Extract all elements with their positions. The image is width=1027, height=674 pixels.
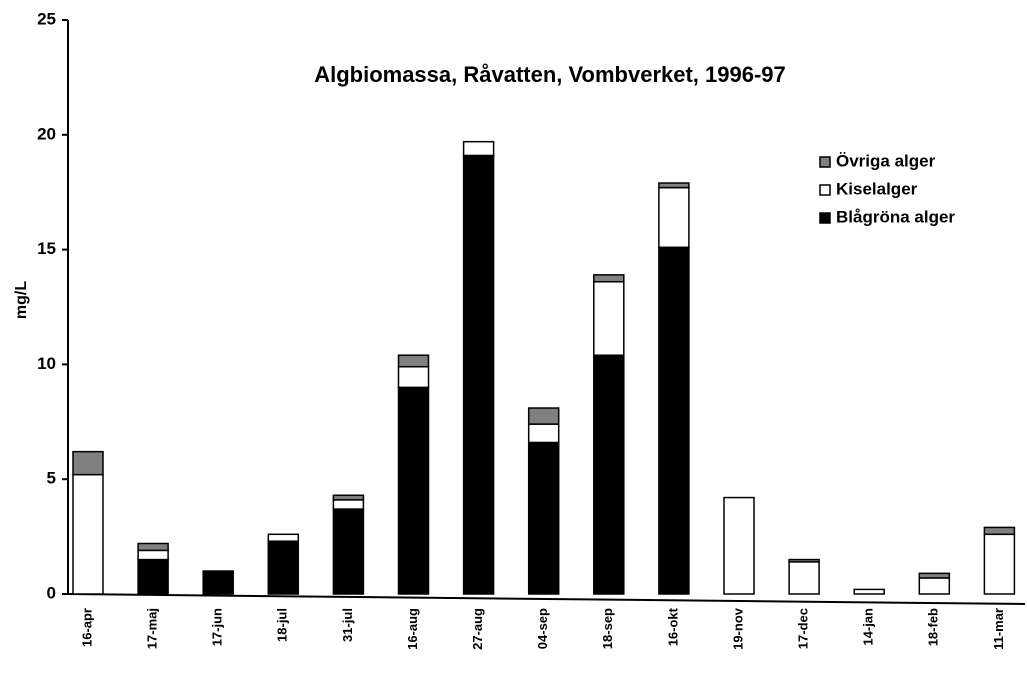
legend-swatch xyxy=(819,156,831,168)
bar-segment xyxy=(983,533,1016,595)
legend-label: Övriga alger xyxy=(836,151,936,170)
x-tick-label: 17-dec xyxy=(796,608,811,649)
x-tick-label: 16-okt xyxy=(665,607,680,646)
bar-segment xyxy=(137,558,169,595)
bar-segment xyxy=(853,588,885,595)
bar-segment xyxy=(593,274,625,283)
bar-segment xyxy=(72,450,104,476)
bar-segment xyxy=(202,570,234,595)
bar-segment xyxy=(658,246,690,595)
y-tick-label: 5 xyxy=(47,469,56,488)
bar-segment xyxy=(332,508,365,595)
x-tick-label: 18-sep xyxy=(600,608,615,649)
bar-segment xyxy=(462,154,495,595)
bar-segment xyxy=(527,423,560,444)
x-tick-label: 16-apr xyxy=(79,608,94,647)
x-tick-label: 04-sep xyxy=(535,608,550,649)
bar-segment xyxy=(527,441,560,595)
x-tick-label: 19-nov xyxy=(730,607,745,650)
legend-swatch xyxy=(819,184,831,196)
y-tick-label: 25 xyxy=(37,9,56,28)
bar-segment xyxy=(332,494,365,501)
bar-segment xyxy=(397,365,430,389)
bar-segment xyxy=(397,386,430,595)
bar-segment xyxy=(267,533,300,542)
bar-segment xyxy=(593,354,625,595)
bar-segment xyxy=(658,186,690,249)
y-tick-label: 15 xyxy=(37,239,56,258)
bar-segment xyxy=(658,182,690,189)
x-axis xyxy=(67,593,1026,605)
x-tick-label: 27-aug xyxy=(470,608,485,650)
legend-swatch xyxy=(819,212,831,224)
y-axis-label: mg/L xyxy=(13,281,30,319)
x-tick-label: 16-aug xyxy=(405,608,420,650)
bar-segment xyxy=(527,407,560,425)
chart-title: Algbiomassa, Råvatten, Vombverket, 1996-… xyxy=(314,62,786,87)
y-tick-label: 20 xyxy=(37,124,56,143)
bar-segment xyxy=(137,549,169,561)
bar-segment xyxy=(788,561,820,595)
bar-segment xyxy=(462,140,495,157)
x-tick-label: 14-jan xyxy=(861,608,876,646)
bar-segment xyxy=(788,558,820,563)
x-tick-label: 31-jul xyxy=(340,608,355,642)
bar-segment xyxy=(723,496,755,595)
x-tick-label: 18-feb xyxy=(926,608,941,646)
x-tick-label: 11-mar xyxy=(991,608,1006,650)
bar-segment xyxy=(983,526,1016,536)
bar-segment xyxy=(918,572,951,579)
bar-segment xyxy=(72,473,104,595)
legend-label: Blågröna alger xyxy=(836,207,955,226)
y-tick-label: 0 xyxy=(47,583,56,602)
bar-segment xyxy=(593,280,625,356)
bar-segment xyxy=(267,540,300,595)
bar-segment xyxy=(397,354,430,368)
legend-label: Kiselalger xyxy=(836,179,918,198)
bar-segment xyxy=(332,499,365,510)
bar-segment xyxy=(918,577,951,595)
y-tick-label: 10 xyxy=(37,354,56,373)
x-tick-label: 18-jul xyxy=(275,608,290,642)
bar-segment xyxy=(137,542,169,552)
x-tick-label: 17-jun xyxy=(210,608,225,646)
x-tick-label: 17-maj xyxy=(145,608,160,649)
